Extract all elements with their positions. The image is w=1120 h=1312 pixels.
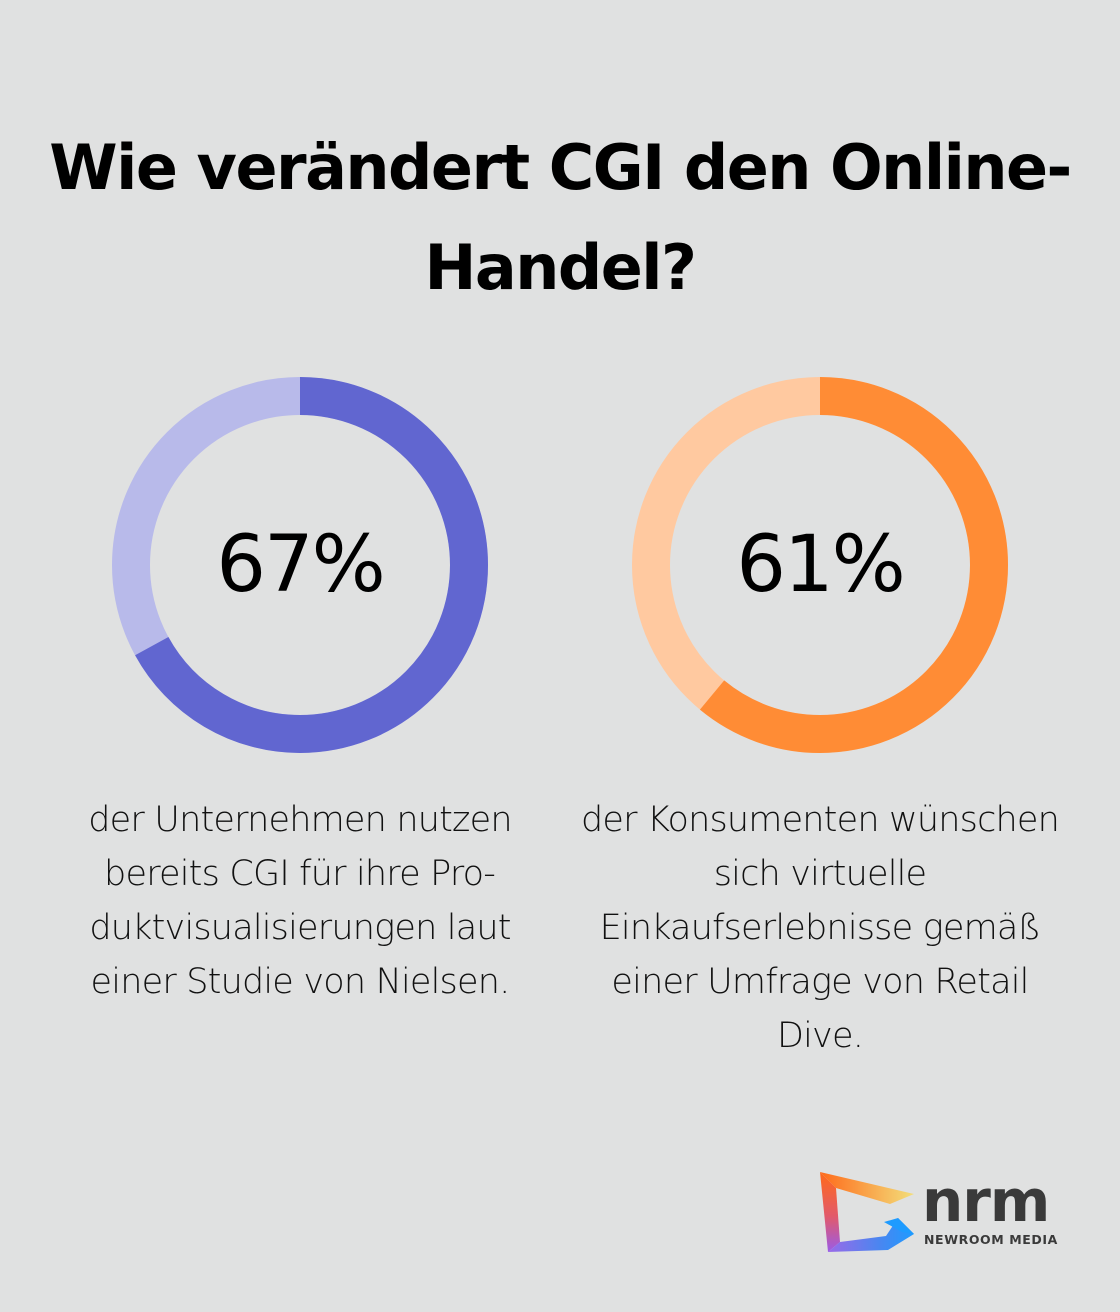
page-title: Wie verändert CGI den Online-Handel? (49, 131, 1072, 304)
brand-logo: nrm NEWROOM MEDIA (818, 1170, 1068, 1255)
donut-chart-61: 61% (630, 375, 1010, 755)
stat-card-companies: 67% der Unternehmen nutzen bereits CGI f… (40, 375, 560, 1009)
donut-ring (632, 377, 1008, 753)
stat-description: der Unternehmen nutzen bereits CGI für i… (88, 800, 512, 1002)
percentage-value: 67% (216, 520, 385, 610)
donut-ring (112, 377, 488, 753)
percentage-value: 61% (736, 520, 905, 610)
logo-wordmark: nrm (922, 1167, 1050, 1235)
nrm-logo-icon (820, 1172, 914, 1252)
donut-chart-67: 67% (110, 375, 490, 755)
stat-card-consumers: 61% der Konsumenten wünschen sich virtue… (560, 375, 1080, 1063)
stat-description: der Konsumenten wünschen sich virtuelle … (580, 800, 1060, 1056)
logo-subtitle: NEWROOM MEDIA (924, 1232, 1058, 1247)
